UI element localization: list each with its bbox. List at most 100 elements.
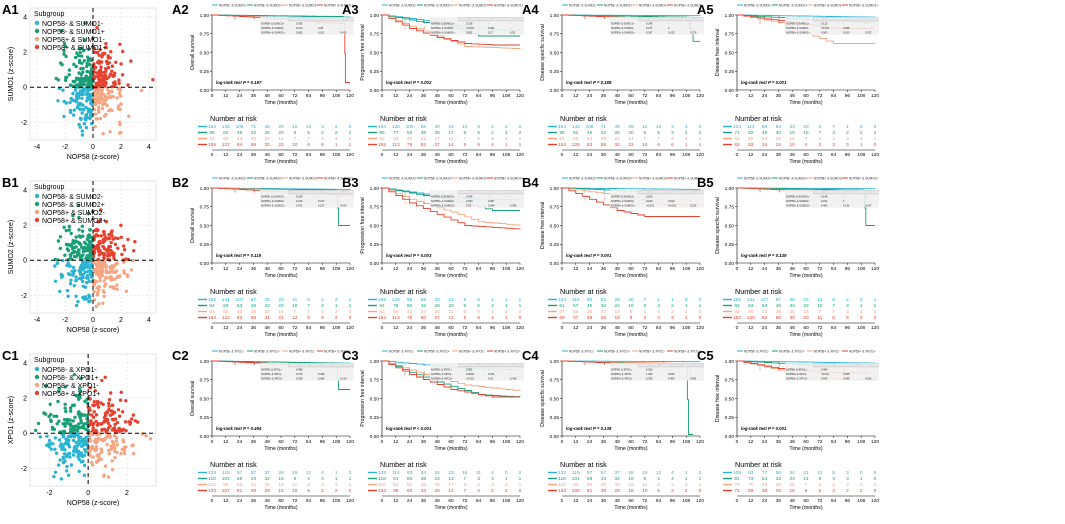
risk-count: 7 [805,482,808,488]
scatter-point [62,452,67,456]
scatter-point [53,279,58,283]
risk-x-tick-label: 120 [696,498,704,504]
risk-count: 28 [615,488,621,494]
x-tick-label: 36 [776,266,782,272]
scatter-point [88,228,93,232]
risk-table-title: Number at risk [380,114,427,123]
legend-label: NOP58+ & SUMO2+ [849,177,879,181]
x-tick-label: 84 [831,266,837,272]
scatter-point [118,94,123,98]
y-tick-label: 0.00 [550,261,560,267]
risk-count: 0 [699,297,702,303]
pvalue-header: NOP58+ & SUMO2- [333,190,356,194]
risk-count: 16 [790,136,796,142]
risk-x-tick-label: 120 [696,325,704,331]
risk-count: 115 [572,470,580,476]
scatter-point [36,421,41,426]
x-tick-label: 0 [381,439,384,445]
scatter-point [88,432,92,436]
y-tick-label: 0.75 [370,205,380,211]
risk-count: 133 [208,470,216,476]
risk-x-tick-label: 48 [615,152,621,158]
risk-count: 3 [671,309,674,315]
pvalue-header: NOP58- & SUMO2+ [311,190,335,194]
legend-label: NOP58- & SUMO1- [389,4,417,8]
x-axis-label: Time (months) [614,273,648,279]
risk-count: 44 [587,136,593,142]
scatter-point [76,433,80,438]
risk-count: 3 [491,482,494,488]
risk-count: 46 [587,130,593,136]
scatter-point [69,427,73,431]
x-tick-label: 108 [682,439,690,445]
risk-x-tick-label: 84 [656,325,662,331]
x-tick-label: 12 [393,93,399,99]
risk-count: 1 [505,476,508,482]
x-axis-label: NOP58 (z-score) [67,500,120,507]
risk-count: 77 [762,470,768,476]
scatter-point [108,285,113,289]
pvalue-header: NOP58- & SUMO2- [289,190,312,194]
scatter-point [97,61,102,65]
pvalue-header: NOP58+ & SUMO2- [503,190,526,194]
scatter-point [67,451,72,456]
scatter-point [91,415,96,419]
risk-count: 15 [803,309,809,315]
risk-count: 152 [733,315,741,321]
x-axis-label: Time (months) [264,273,298,279]
pvalue-header: NOP58- & SUMO2- [814,190,837,194]
scatter-point [71,91,75,96]
scatter-point [84,256,88,261]
scatter-point [73,268,77,273]
pvalue-cell: 0.148 [821,195,828,199]
legend-label: NOP58- & SUMO2+ [424,177,453,181]
risk-count: 1 [699,303,702,309]
risk-count: 64 [734,136,740,142]
x-tick-label: 24 [237,93,243,99]
risk-count: 5 [477,315,480,321]
scatter-point [49,447,53,451]
pvalue-cell: 0.066 [843,26,850,30]
risk-x-tick-label: 60 [278,498,284,504]
scatter-point [151,78,155,82]
risk-count: 20 [628,297,634,303]
risk-count: 28 [790,309,796,315]
scatter-point [115,443,120,447]
risk-count: 19 [642,470,648,476]
pvalue-cell: 0.137 [318,203,325,207]
scatter-point [129,59,133,63]
y-axis-label: Progression free interval [360,24,366,80]
legend-label: NOP58- & XPO1- [42,367,98,374]
x-tick-label: 12 [393,439,399,445]
scatter-point [72,372,77,377]
y-tick-label: 0.25 [550,242,560,248]
y-tick-label: 1.00 [550,359,560,365]
risk-x-tick-label: 12 [393,152,399,158]
scatter-point [94,117,98,121]
scatter-point [78,242,83,247]
risk-count: 4 [321,470,324,476]
x-tick-label: 0 [91,144,95,151]
y-tick-label: 2 [23,223,27,230]
risk-x-tick-label: 72 [642,325,648,331]
x-tick-label: 48 [790,439,796,445]
pvalue-cell: NOP58- & XPO1+ [261,368,282,372]
risk-x-tick-label: 36 [601,325,607,331]
risk-count: 53 [748,142,754,148]
y-tick-label: 1.00 [550,186,560,192]
x-tick-label: 12 [393,266,399,272]
scatter-point [95,399,100,404]
scatter-point [56,399,60,404]
risk-x-tick-label: 108 [332,325,340,331]
legend-marker [34,44,40,50]
scatter-point [98,48,102,52]
scatter-point [105,103,109,108]
legend-label: NOP58+ & SUMO2- [42,210,105,217]
risk-count: 118 [208,476,216,482]
risk-x-tick-label: 120 [346,498,354,504]
y-tick-label: 0.25 [370,69,380,75]
risk-x-axis-label: Time (months) [434,505,468,511]
x-tick-label: 0 [381,266,384,272]
risk-count: 38 [790,297,796,303]
